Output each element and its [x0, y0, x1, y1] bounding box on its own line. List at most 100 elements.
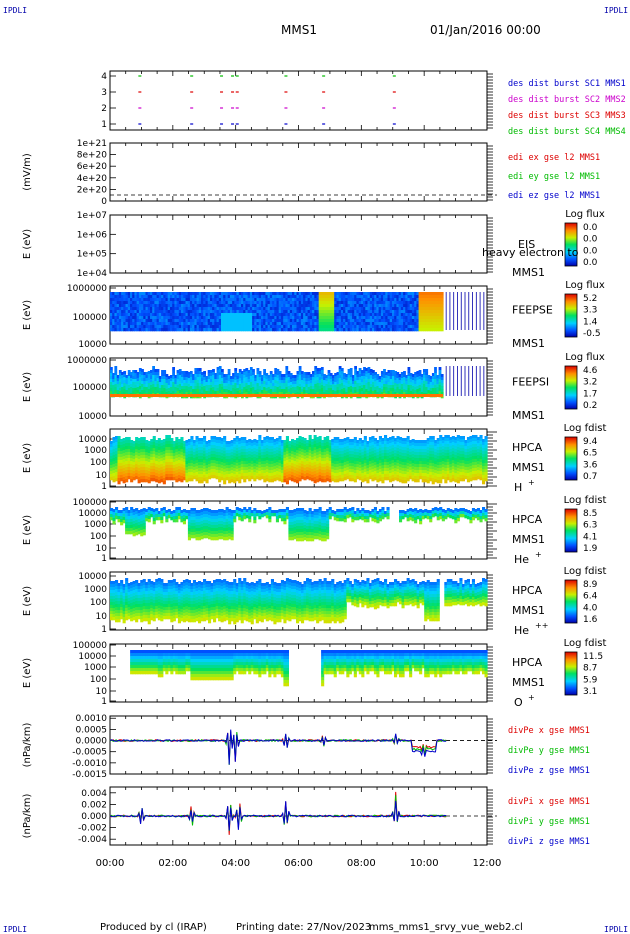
feepse-cell [201, 316, 204, 320]
feepsi-cell [340, 386, 344, 390]
feepse-cell [378, 328, 382, 332]
hpca_h-cell [250, 440, 254, 444]
feepse-cell [340, 304, 344, 308]
hpca_h-cell [308, 450, 312, 454]
feepse-cell [185, 325, 189, 329]
feepse-cell [354, 328, 357, 332]
feepsi-cell [216, 373, 220, 377]
feepse-cell [363, 325, 366, 329]
feepse-cell [218, 316, 222, 320]
feepsi-cell [274, 371, 278, 375]
feepsi-cell [172, 379, 175, 383]
feepse-cell [418, 298, 422, 302]
feepse-cell [423, 292, 426, 296]
feepse-cell [238, 292, 242, 296]
feepse-cell [245, 295, 249, 299]
feepse-cell [400, 328, 404, 332]
feepsi-cell [158, 385, 162, 389]
edi-legend: edi ex gse l2 MMS1 [508, 153, 600, 163]
hpca_h-cell [117, 445, 121, 449]
feepsi-cell [400, 387, 404, 391]
feepsi-cell [154, 375, 158, 379]
hpca_h-cell [200, 453, 204, 457]
hpca_h-cell [125, 470, 129, 474]
hpca_h-cell [142, 452, 146, 456]
feepse-cell [307, 295, 311, 299]
feepse-cell [372, 301, 375, 305]
hpca_h-cell [313, 462, 317, 466]
feepse-cell [234, 313, 238, 317]
hpca_h-cell [182, 441, 186, 445]
feepse-cell [187, 316, 191, 320]
feepsi-cell [189, 392, 193, 396]
feepse-cell [347, 298, 351, 302]
feepse-cell [241, 307, 244, 311]
feepsi-cell [396, 390, 400, 394]
hpca_h-cell [160, 455, 164, 459]
feepsi-cell [152, 369, 155, 373]
feepsi-cell [398, 386, 402, 390]
hpca_h-cell [170, 453, 174, 457]
feepse-cell [303, 322, 306, 326]
feepse-cell [420, 322, 424, 326]
feepse-cell [176, 304, 180, 308]
feepse-cell [407, 307, 411, 311]
feepse-cell [416, 322, 420, 326]
hpca_h-cell [175, 437, 179, 441]
feepse-cell [121, 304, 124, 308]
feepse-cell [256, 292, 260, 296]
hpca_h-cell [296, 444, 300, 448]
feepsi-cell [383, 390, 386, 394]
hpca_h-cell [253, 454, 257, 458]
hpca_h-cell [203, 478, 207, 482]
feepse-cell [409, 319, 413, 323]
hpca_h-cell [175, 449, 179, 453]
hpca_h-cell [265, 442, 269, 446]
feepse-cell [423, 316, 426, 320]
hpca_h-cell [240, 464, 244, 468]
feepsi-cell [203, 374, 206, 378]
hpca_h-cell [122, 444, 126, 448]
feepsi-cell [136, 375, 140, 379]
feepse-cell [389, 322, 393, 326]
feepse-cell [332, 322, 335, 326]
feepse-cell [318, 292, 322, 296]
feepsi-cell [232, 391, 235, 395]
feepse-cell [194, 322, 198, 326]
feepsi-cell [318, 389, 322, 393]
hpca_h-cell [253, 469, 257, 473]
feepse-cell [340, 316, 344, 320]
hpca_h-cell [313, 459, 317, 463]
feepse-cell [347, 319, 351, 323]
feepsi-cell [276, 381, 280, 385]
hpca_h-cell [291, 472, 295, 476]
feepsi-cell [420, 380, 424, 384]
hpca_h-cell [187, 478, 191, 482]
feepse-cell [392, 313, 395, 317]
feepsi-cell [376, 392, 380, 396]
feepsi-cell [172, 370, 175, 374]
hpca_h-cell [283, 443, 287, 447]
feepse-cell [145, 307, 149, 311]
hpca_h-cell [195, 451, 199, 455]
feepse-cell [136, 307, 140, 311]
feepsi-cell [241, 371, 244, 375]
feepsi-cell [405, 390, 409, 394]
feepse-cell [234, 325, 238, 329]
feepsi-cell [216, 388, 220, 392]
feepsi-cell [114, 381, 118, 385]
hpca_h-cell [192, 470, 196, 474]
feepse-cell [232, 304, 235, 308]
feepse-cell [318, 328, 322, 332]
feepse-cell [161, 301, 164, 305]
feepse-cell [192, 304, 195, 308]
feepse-cell [329, 325, 333, 329]
hpca_h-cell [291, 460, 295, 464]
feepse-cell [236, 295, 240, 299]
hpca_h-cell [167, 435, 171, 439]
hpca_h-cell [182, 450, 186, 454]
feepsi-cell [118, 376, 122, 380]
feepse-cell [114, 322, 118, 326]
